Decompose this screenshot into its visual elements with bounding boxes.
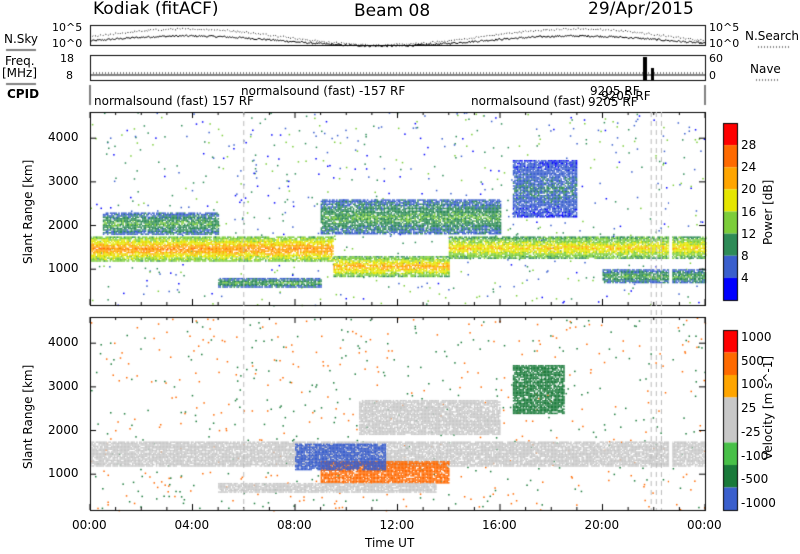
site-title: Kodiak (fitACF): [93, 0, 219, 19]
noise-right-top-tick: 10^5: [709, 21, 740, 34]
x-tick-label: 00:00: [72, 518, 107, 532]
y-axis-label: Slant Range [km]: [21, 159, 35, 264]
x-axis-label: Time UT: [365, 536, 415, 550]
nsearch-label: N.Search: [745, 29, 800, 43]
colorbar-tick: 16: [741, 204, 757, 219]
colorbar-tick: 12: [741, 226, 757, 241]
colorbar-tick: -100: [741, 448, 769, 463]
cpid-label-5: 9205 RF: [601, 89, 651, 103]
y-tick-label: 1000: [48, 261, 79, 276]
colorbar-tick: 8: [741, 248, 749, 263]
colorbar-tick: -1000: [741, 496, 776, 510]
colorbar-label: Velocity [m s^-1]: [761, 355, 775, 460]
y-tick-label: 3000: [48, 378, 79, 393]
y-axis-label: Slant Range [km]: [21, 364, 35, 469]
freq-right-top-tick: 60: [709, 52, 723, 65]
freq-label: Freq.: [5, 54, 35, 68]
colorbar-tick: 100: [741, 377, 764, 392]
noise-left-bot-tick: 10^0: [52, 37, 83, 50]
x-tick-label: 12:00: [379, 518, 415, 532]
x-tick-label: 20:00: [584, 518, 620, 532]
beam-title: Beam 08: [354, 1, 431, 21]
colorbar-tick: 4: [741, 270, 749, 285]
colorbar-tick: -25: [741, 424, 761, 439]
date-title: 29/Apr/2015: [588, 0, 694, 19]
y-tick-label: 4000: [48, 130, 79, 145]
y-tick-label: 4000: [48, 335, 79, 350]
colorbar-tick: 20: [741, 182, 757, 197]
nsky-label: N.Sky: [4, 32, 39, 46]
x-tick-label: 04:00: [174, 518, 210, 532]
noise-left-top-tick: 10^5: [52, 21, 83, 34]
freq-unit-label: [MHz]: [2, 66, 38, 80]
y-tick-label: 2000: [48, 217, 79, 232]
nave-label: Nave: [750, 62, 781, 76]
cpid-label: CPID: [7, 87, 40, 101]
colorbar-tick: 500: [741, 353, 764, 368]
x-tick-label: 16:00: [482, 518, 517, 532]
cpid-label-3: normalsound (fast): [471, 94, 586, 108]
x-tick-label: 00:00: [687, 518, 722, 532]
colorbar-label: Power [dB]: [761, 179, 775, 245]
colorbar-tick: 25: [741, 401, 757, 416]
colorbar-tick: 28: [741, 138, 757, 153]
y-tick-label: 2000: [48, 422, 79, 437]
cpid-label-6: 9205 RF: [588, 95, 638, 109]
y-tick-label: 3000: [48, 173, 79, 188]
colorbar-tick: 1000: [741, 330, 772, 344]
colorbar-tick: -500: [741, 472, 769, 487]
cpid-label-2: normalsound (fast) -157 RF: [241, 84, 406, 98]
x-tick-label: 08:00: [277, 518, 312, 532]
cpid-label-4: 9205 RF: [590, 84, 640, 98]
noise-right-bot-tick: 10^0: [709, 37, 740, 50]
cpid-label-1: normalsound (fast) 157 RF: [94, 94, 254, 108]
freq-left-top-tick: 18: [60, 52, 74, 65]
y-tick-label: 1000: [48, 466, 79, 481]
freq-left-bot-tick: 8: [66, 69, 73, 82]
colorbar-tick: 24: [741, 160, 757, 175]
freq-right-bot-tick: 0: [709, 69, 716, 82]
